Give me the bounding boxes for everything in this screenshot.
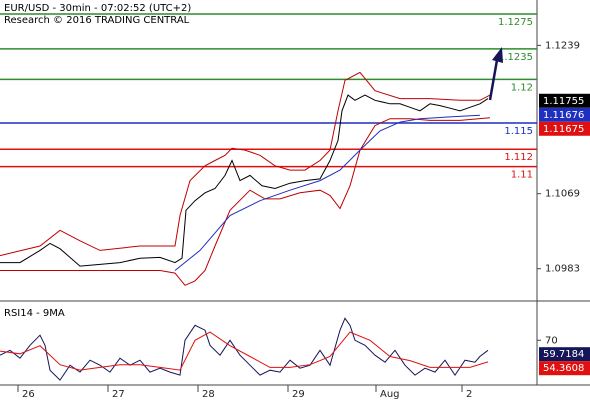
series-line [0, 317, 489, 381]
chart-subtitle: Research © 2016 TRADING CENTRAL [4, 15, 190, 26]
x-tick-label: 27 [112, 389, 125, 400]
x-tick-label: 29 [292, 389, 305, 400]
series-line [0, 117, 491, 286]
level-label: 1.11 [511, 170, 533, 181]
price-marker-label: 54.3608 [543, 363, 584, 374]
series-line [0, 94, 489, 267]
x-tick-label: 28 [202, 389, 215, 400]
series-line [0, 331, 489, 371]
price-marker [539, 361, 590, 376]
x-tick-label: 2 [466, 389, 472, 400]
level-label: 1.12 [511, 82, 533, 93]
rsi-title: RSI14 - 9MA [4, 308, 65, 319]
forecast-arrow [488, 59, 499, 101]
price-marker-label: 1.11755 [543, 96, 584, 107]
forecast-arrowhead [492, 47, 503, 63]
price-marker [539, 121, 590, 136]
y-tick-label: 1.1239 [545, 40, 580, 51]
y-tick-label: 1.0983 [545, 264, 580, 275]
level-label: 1.1235 [498, 52, 533, 63]
y-tick-label: 1.1069 [545, 189, 580, 200]
level-label: 1.115 [504, 126, 533, 137]
x-tick-label: Aug [380, 389, 400, 400]
x-tick-label: 26 [22, 389, 35, 400]
price-marker [539, 107, 590, 122]
series-line [174, 114, 481, 271]
plot-layer: 1.1239 1.1069 1.0983 1.1275 1.1235 1.12 1.115 1… [0, 13, 590, 400]
chart-title: EUR/USD - 30min - 07:02:52 (UTC+2) [4, 3, 191, 14]
level-label: 1.112 [504, 152, 533, 163]
price-marker [539, 93, 590, 108]
price-marker [539, 347, 590, 362]
price-marker-label: 59.7184 [543, 349, 584, 360]
y-tick-label: 70 [545, 335, 558, 346]
price-marker-label: 1.11676 [543, 110, 584, 121]
level-label: 1.1275 [498, 17, 533, 28]
price-marker-label: 1.11675 [543, 124, 584, 135]
series-line [0, 71, 491, 257]
